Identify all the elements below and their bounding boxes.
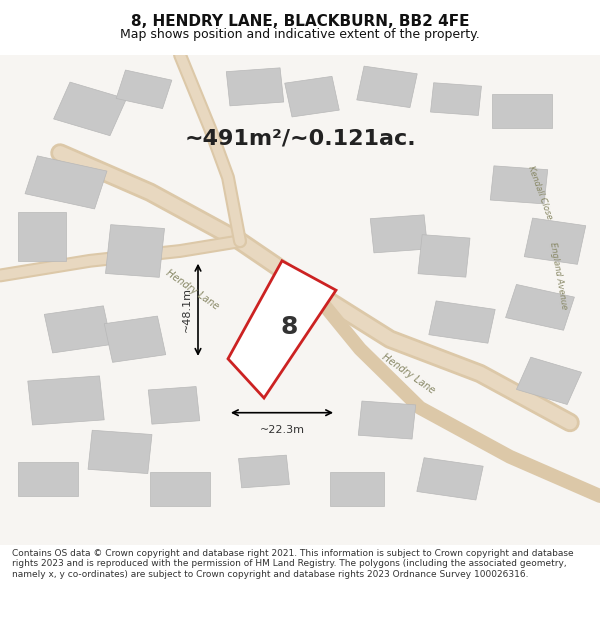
Bar <box>431 82 481 116</box>
Bar <box>116 70 172 109</box>
Bar <box>506 284 574 330</box>
Bar <box>370 215 428 253</box>
Text: ~48.1m: ~48.1m <box>182 288 192 332</box>
Text: Hendry Lane: Hendry Lane <box>164 268 220 312</box>
Bar <box>106 224 164 278</box>
Bar <box>226 68 284 106</box>
Bar <box>88 430 152 474</box>
Text: England Avenue: England Avenue <box>548 241 568 310</box>
Text: 8: 8 <box>281 315 298 339</box>
Polygon shape <box>228 261 336 398</box>
Bar <box>285 76 339 117</box>
Text: Hendry Lane: Hendry Lane <box>380 352 436 396</box>
Text: ~22.3m: ~22.3m <box>260 425 305 435</box>
Bar <box>429 301 495 343</box>
Bar <box>148 386 200 424</box>
Bar <box>492 94 552 129</box>
Bar <box>357 66 417 108</box>
Bar <box>517 357 581 404</box>
Bar <box>18 462 78 496</box>
Text: Contains OS data © Crown copyright and database right 2021. This information is : Contains OS data © Crown copyright and d… <box>12 549 574 579</box>
Bar <box>239 455 289 488</box>
Bar <box>490 166 548 204</box>
Text: 8, HENDRY LANE, BLACKBURN, BB2 4FE: 8, HENDRY LANE, BLACKBURN, BB2 4FE <box>131 14 469 29</box>
Bar <box>104 316 166 362</box>
Bar <box>25 156 107 209</box>
Bar <box>53 82 127 136</box>
Bar <box>358 401 416 439</box>
Bar <box>150 471 210 506</box>
Bar <box>524 218 586 264</box>
Bar <box>330 471 384 506</box>
Bar <box>417 458 483 500</box>
Text: ~491m²/~0.121ac.: ~491m²/~0.121ac. <box>184 128 416 148</box>
Bar <box>28 376 104 425</box>
Bar <box>418 234 470 277</box>
Text: Kendall Close: Kendall Close <box>526 164 554 220</box>
Text: Map shows position and indicative extent of the property.: Map shows position and indicative extent… <box>120 28 480 41</box>
Bar <box>44 306 112 353</box>
Bar <box>18 212 66 261</box>
